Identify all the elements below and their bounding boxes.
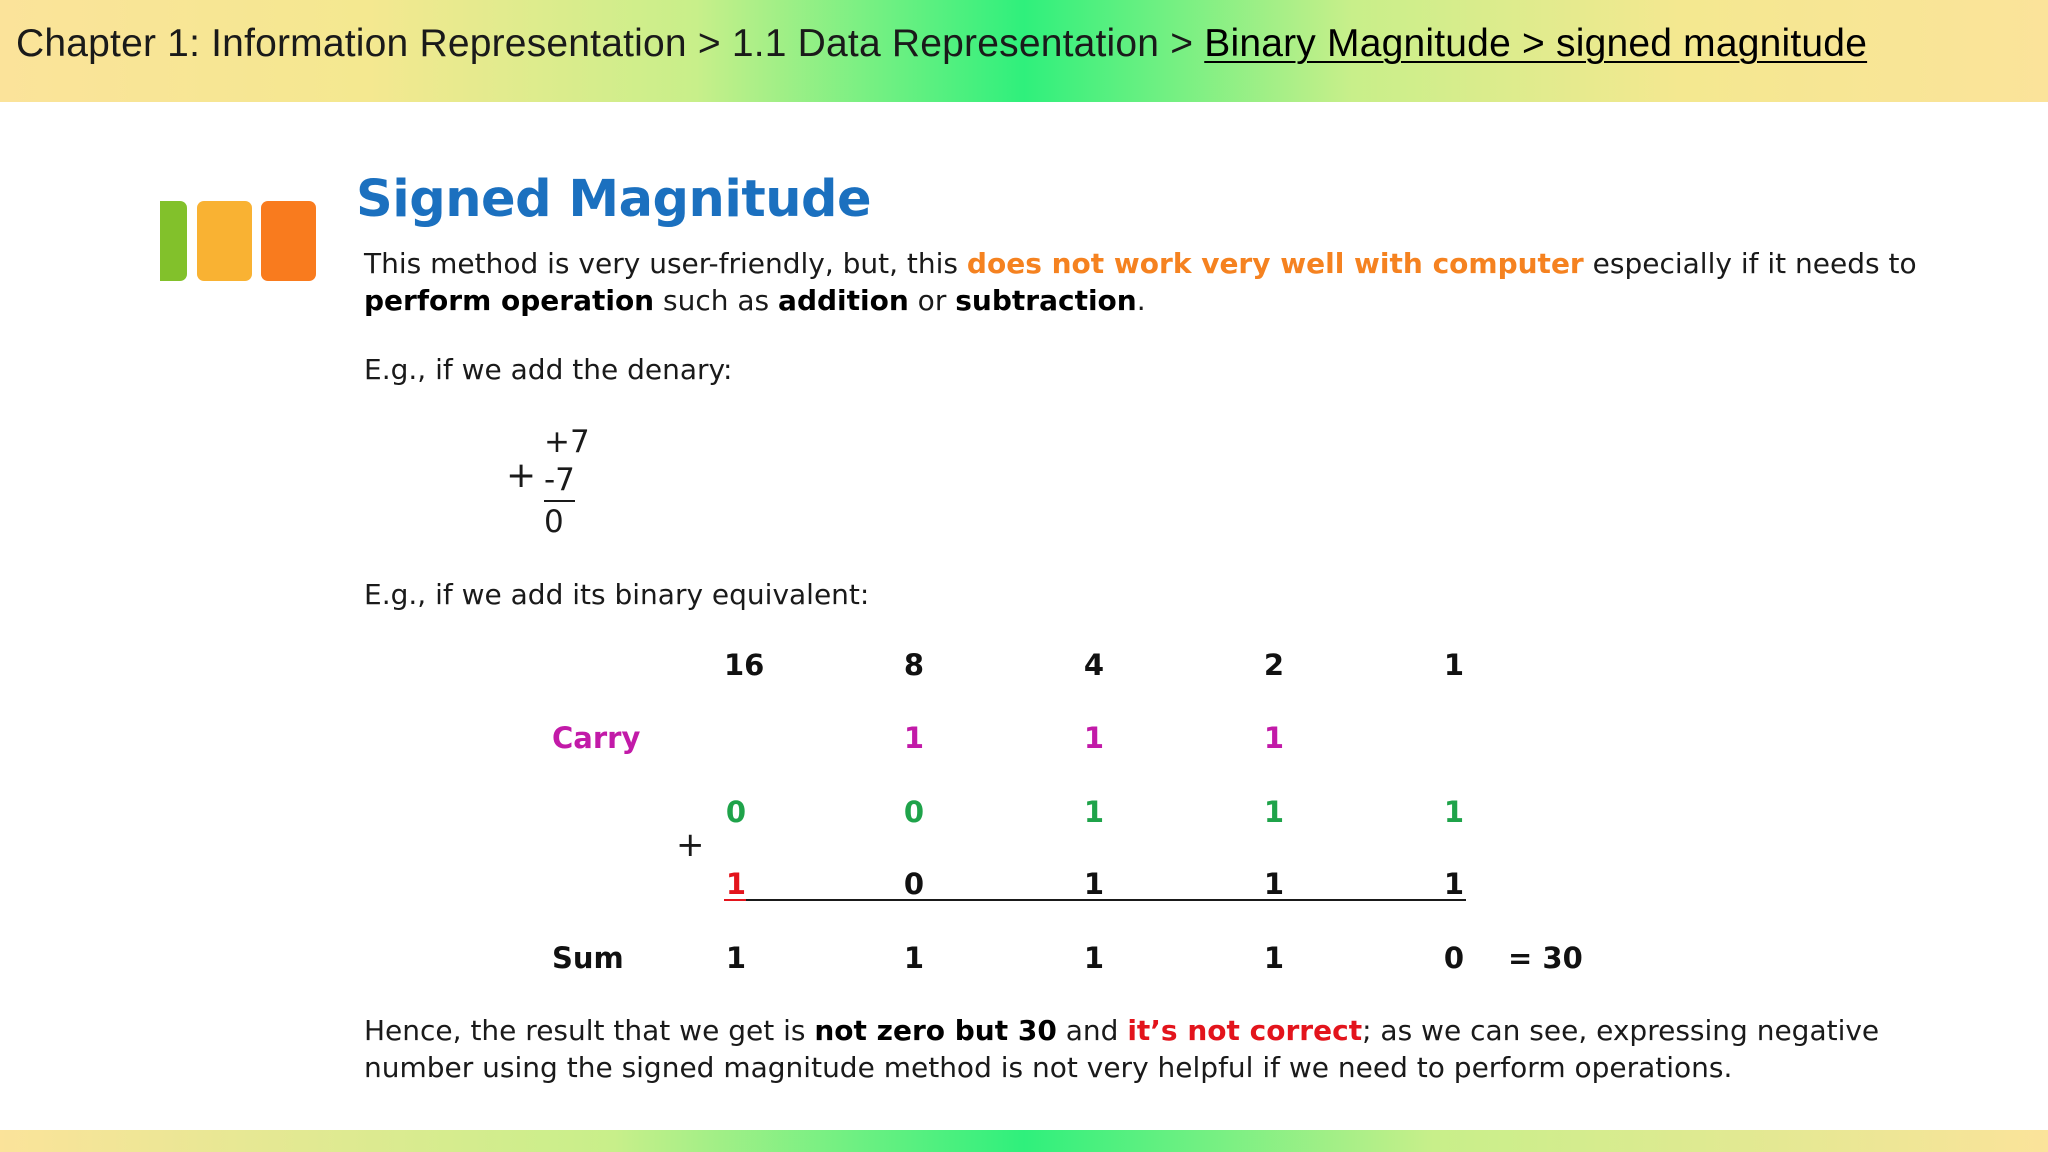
- sum-digit: 1: [1263, 941, 1285, 975]
- intro-text: This method is very user-friendly, but, …: [364, 247, 967, 280]
- denary-result: 0: [544, 504, 564, 540]
- operand-2-digit: 1: [1263, 867, 1285, 901]
- header-band: [0, 0, 2048, 102]
- operand-2-digit: 0: [903, 867, 925, 901]
- denary-plus-sign: +: [506, 455, 537, 496]
- logo-bar-yellow: [197, 201, 252, 281]
- breadcrumb-path: Chapter 1: Information Representation > …: [16, 22, 1205, 65]
- intro-text: .: [1136, 284, 1146, 317]
- operand-2-digit: 1: [1083, 867, 1105, 901]
- sign-bit-digit: 1: [725, 867, 747, 901]
- operand-1-digit: 1: [1443, 795, 1465, 829]
- binary-plus-sign: +: [676, 825, 705, 865]
- denary-example-label: E.g., if we add the denary:: [364, 353, 733, 386]
- page-title: Signed Magnitude: [356, 170, 872, 229]
- place-value-2: 2: [1263, 648, 1285, 682]
- footer-band: [0, 1130, 2048, 1152]
- conclusion-text: Hence, the result that we get is: [364, 1014, 815, 1047]
- breadcrumb: Chapter 1: Information Representation > …: [16, 22, 1867, 66]
- place-value-1: 1: [1443, 648, 1465, 682]
- conclusion-line-1: Hence, the result that we get is not zer…: [364, 1013, 1879, 1049]
- intro-bold-subtraction: subtraction: [955, 284, 1137, 317]
- sum-result: = 30: [1508, 941, 1583, 975]
- sum-rule-line: [724, 899, 1466, 901]
- intro-text: or: [908, 284, 956, 317]
- sum-label: Sum: [552, 941, 624, 975]
- conclusion-bold: not zero but 30: [814, 1014, 1057, 1047]
- operand-1-digit: 1: [1263, 795, 1285, 829]
- intro-text: especially if it needs to: [1583, 247, 1917, 280]
- logo-bar-green: [160, 201, 187, 281]
- denary-top-operand: +7: [544, 424, 590, 460]
- conclusion-line-2: number using the signed magnitude method…: [364, 1051, 1733, 1084]
- place-value-8: 8: [903, 648, 925, 682]
- sum-digit: 1: [725, 941, 747, 975]
- carry-digit: 1: [1263, 721, 1285, 755]
- intro-line-1: This method is very user-friendly, but, …: [364, 246, 1917, 282]
- binary-example-label: E.g., if we add its binary equivalent:: [364, 578, 870, 611]
- carry-digit: 1: [903, 721, 925, 755]
- operand-1-digit: 0: [725, 795, 747, 829]
- conclusion-text: and: [1056, 1014, 1128, 1047]
- intro-line-2: perform operation such as addition or su…: [364, 283, 1146, 319]
- breadcrumb-current-link[interactable]: Binary Magnitude > signed magnitude: [1204, 22, 1868, 65]
- carry-label: Carry: [552, 721, 641, 755]
- conclusion-text: ; as we can see, expressing negative: [1362, 1014, 1880, 1047]
- denary-bottom-operand: -7: [544, 462, 575, 502]
- place-value-4: 4: [1083, 648, 1105, 682]
- sum-digit: 1: [1083, 941, 1105, 975]
- sign-bit-underline: [724, 899, 746, 901]
- carry-digit: 1: [1083, 721, 1105, 755]
- sum-digit: 1: [903, 941, 925, 975]
- place-value-16: 16: [724, 648, 765, 682]
- operand-1-digit: 0: [903, 795, 925, 829]
- denary-bottom-value: -7: [544, 462, 575, 502]
- intro-bold-operation: perform operation: [364, 284, 655, 317]
- logo-bar-orange: [261, 201, 316, 281]
- intro-text: such as: [654, 284, 779, 317]
- sum-digit: 0: [1443, 941, 1465, 975]
- conclusion-error-text: it’s not correct: [1127, 1014, 1363, 1047]
- intro-bold-addition: addition: [778, 284, 909, 317]
- operand-2-digit: 1: [1443, 867, 1465, 901]
- operand-1-digit: 1: [1083, 795, 1105, 829]
- intro-highlight: does not work very well with computer: [966, 247, 1584, 280]
